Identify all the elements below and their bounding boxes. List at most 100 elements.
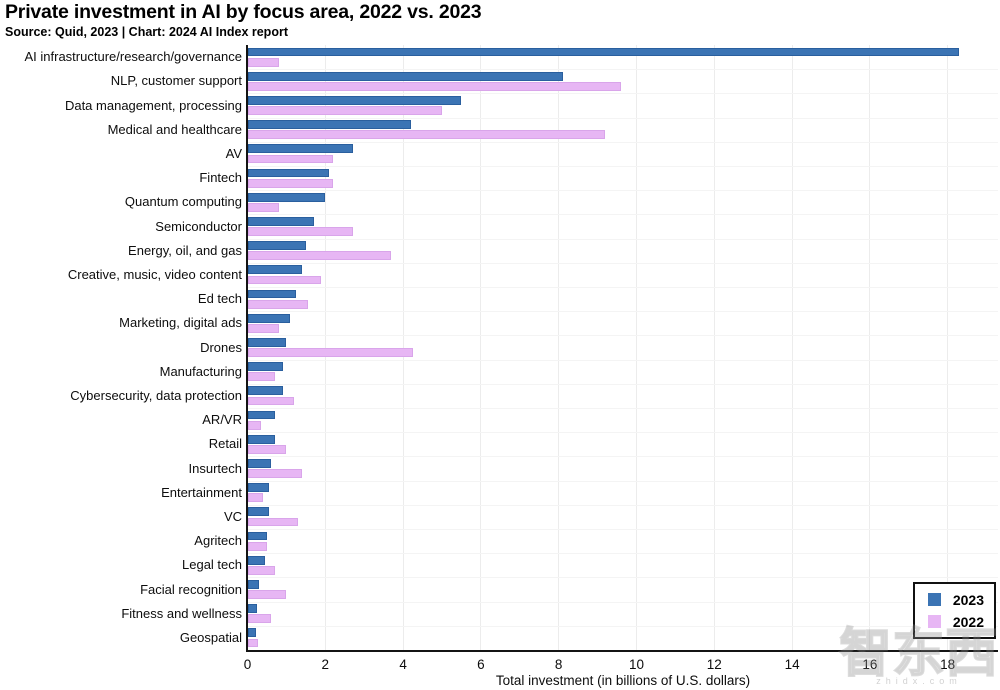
bar-2023-9 bbox=[247, 265, 302, 275]
category-label: Quantum computing bbox=[124, 194, 242, 210]
row-separator bbox=[247, 553, 998, 555]
bar-2023-21 bbox=[247, 555, 265, 565]
bar-2022-7 bbox=[247, 227, 353, 236]
category-label: Fitness and wellness bbox=[121, 605, 242, 621]
bar-2023-12 bbox=[247, 337, 287, 347]
row-separator bbox=[247, 504, 998, 506]
legend-item-2023: 2023 bbox=[927, 592, 984, 608]
row-separator bbox=[247, 577, 998, 579]
category-label: Semiconductor bbox=[155, 218, 242, 234]
legend-swatch-2023 bbox=[927, 593, 941, 606]
bar-2023-6 bbox=[247, 192, 326, 202]
bar-2022-22 bbox=[247, 590, 287, 599]
category-label: AR/VR bbox=[202, 412, 242, 428]
row-separator bbox=[247, 117, 998, 119]
x-axis-title: Total investment (in billions of U.S. do… bbox=[495, 673, 751, 688]
row-separator bbox=[247, 166, 998, 167]
x-tick-label-6: 6 bbox=[477, 657, 485, 672]
bar-2022-16 bbox=[247, 444, 287, 454]
legend: 2023 2022 bbox=[913, 582, 996, 639]
category-label: Drones bbox=[200, 339, 242, 355]
x-tick-label-10: 10 bbox=[628, 657, 645, 672]
category-label: Geospatial bbox=[179, 629, 242, 645]
bar-2023-11 bbox=[247, 313, 291, 323]
gridline-x-10 bbox=[636, 45, 637, 651]
bar-2022-4 bbox=[247, 154, 334, 164]
category-label: Entertainment bbox=[161, 484, 242, 500]
bar-2022-15 bbox=[247, 420, 262, 430]
bar-2022-5 bbox=[247, 178, 334, 188]
bar-2023-10 bbox=[247, 289, 297, 299]
row-separator bbox=[247, 383, 998, 385]
bar-2023-7 bbox=[247, 216, 314, 226]
bar-2022-8 bbox=[247, 251, 392, 261]
row-separator bbox=[247, 238, 998, 240]
bar-2023-3 bbox=[247, 120, 411, 129]
bar-2023-16 bbox=[247, 434, 275, 444]
category-label: Energy, oil, and gas bbox=[128, 242, 242, 258]
bar-2023-0 bbox=[247, 47, 960, 57]
legend-item-2022: 2022 bbox=[927, 614, 984, 630]
category-label: Data management, processing bbox=[64, 97, 242, 113]
bar-2022-9 bbox=[247, 275, 322, 285]
bar-2023-14 bbox=[247, 386, 283, 396]
row-separator bbox=[247, 287, 998, 288]
gridline-x-18 bbox=[947, 45, 949, 651]
bar-2022-3 bbox=[247, 130, 606, 140]
bar-2022-12 bbox=[247, 348, 413, 357]
category-label: Ed tech bbox=[197, 291, 242, 307]
bar-2023-20 bbox=[247, 531, 267, 541]
bar-2023-15 bbox=[247, 410, 275, 420]
bar-2022-1 bbox=[247, 81, 621, 91]
bar-2023-4 bbox=[247, 144, 353, 154]
category-label: Fintech bbox=[199, 170, 242, 186]
legend-label-2023: 2023 bbox=[952, 591, 984, 608]
category-label: Agritech bbox=[194, 533, 242, 549]
gridline-x-14 bbox=[791, 45, 793, 651]
category-label: Legal tech bbox=[182, 557, 242, 573]
bar-2022-13 bbox=[247, 372, 275, 382]
x-axis-line bbox=[245, 650, 998, 653]
bar-2023-24 bbox=[247, 628, 257, 638]
bar-2023-17 bbox=[247, 458, 271, 468]
row-separator bbox=[247, 311, 998, 313]
category-label: Creative, music, video content bbox=[67, 266, 242, 282]
row-separator bbox=[247, 432, 998, 434]
x-tick-label-4: 4 bbox=[399, 657, 407, 672]
legend-swatch-2022 bbox=[927, 615, 941, 628]
bar-2022-21 bbox=[247, 565, 275, 575]
gridline-x-6 bbox=[480, 45, 482, 651]
y-axis-line bbox=[245, 45, 248, 653]
bar-2023-8 bbox=[247, 241, 306, 250]
row-separator bbox=[247, 359, 998, 361]
bar-2022-18 bbox=[247, 493, 264, 503]
category-label: Medical and healthcare bbox=[107, 121, 242, 137]
bar-2022-19 bbox=[247, 517, 299, 527]
category-label: NLP, customer support bbox=[110, 73, 242, 89]
row-separator bbox=[247, 93, 998, 95]
category-label: Facial recognition bbox=[140, 581, 242, 597]
row-separator bbox=[247, 190, 998, 192]
row-separator bbox=[247, 262, 998, 264]
bar-2022-6 bbox=[247, 202, 279, 212]
bar-2022-14 bbox=[247, 396, 295, 406]
row-separator bbox=[247, 141, 998, 143]
bar-2022-23 bbox=[247, 614, 271, 624]
row-separator bbox=[247, 69, 998, 71]
x-tick-label-12: 12 bbox=[706, 657, 722, 672]
row-separator bbox=[247, 408, 998, 409]
bar-2023-2 bbox=[247, 95, 462, 105]
bar-2022-2 bbox=[247, 106, 442, 115]
row-separator bbox=[247, 529, 998, 530]
category-label: Cybersecurity, data protection bbox=[70, 387, 242, 403]
x-tick-label-8: 8 bbox=[554, 657, 563, 672]
category-label: Marketing, digital ads bbox=[119, 315, 242, 331]
category-label: Manufacturing bbox=[159, 363, 242, 379]
bar-2023-23 bbox=[247, 604, 258, 613]
bar-2023-18 bbox=[247, 483, 269, 492]
bar-2022-10 bbox=[247, 299, 308, 309]
bar-2023-5 bbox=[247, 168, 330, 178]
bar-2022-20 bbox=[247, 541, 267, 551]
gridline-x-16 bbox=[869, 45, 871, 651]
